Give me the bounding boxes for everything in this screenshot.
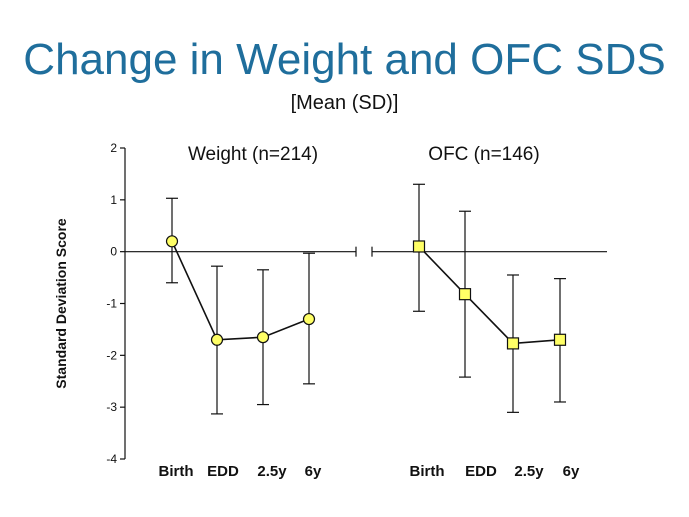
series-line xyxy=(418,245,561,345)
y-tick-label: -2 xyxy=(106,348,117,362)
y-tick-label: -4 xyxy=(106,452,117,466)
x-category-label: 6y xyxy=(305,463,322,480)
data-point xyxy=(302,312,316,326)
panel-title: OFC (n=146) xyxy=(428,144,539,165)
y-axis-label: Standard Deviation Score xyxy=(53,218,69,389)
data-point xyxy=(210,333,224,346)
data-point xyxy=(506,337,520,350)
y-tick-label: 0 xyxy=(110,245,117,259)
data-point xyxy=(458,288,472,301)
y-tick-label: -3 xyxy=(106,400,117,414)
y-tick-label: 1 xyxy=(110,193,117,207)
y-tick-label: 2 xyxy=(110,141,117,155)
y-tick-label: -1 xyxy=(106,297,117,311)
chart-subtitle: [Mean (SD)] xyxy=(290,92,399,114)
x-category-label: 6y xyxy=(563,463,580,480)
data-point xyxy=(165,235,179,248)
chart-title: Change in Weight and OFC SDS xyxy=(23,35,666,84)
x-category-label: Birth xyxy=(410,463,445,480)
panel-title: Weight (n=214) xyxy=(188,144,318,165)
series-line xyxy=(171,240,310,341)
data-point xyxy=(553,333,567,346)
data-point xyxy=(256,331,270,344)
x-category-label: 2.5y xyxy=(514,463,544,480)
x-category-label: EDD xyxy=(207,463,239,480)
x-category-label: Birth xyxy=(159,463,194,480)
data-point xyxy=(412,240,426,253)
x-category-label: EDD xyxy=(465,463,497,480)
x-category-label: 2.5y xyxy=(257,463,287,480)
